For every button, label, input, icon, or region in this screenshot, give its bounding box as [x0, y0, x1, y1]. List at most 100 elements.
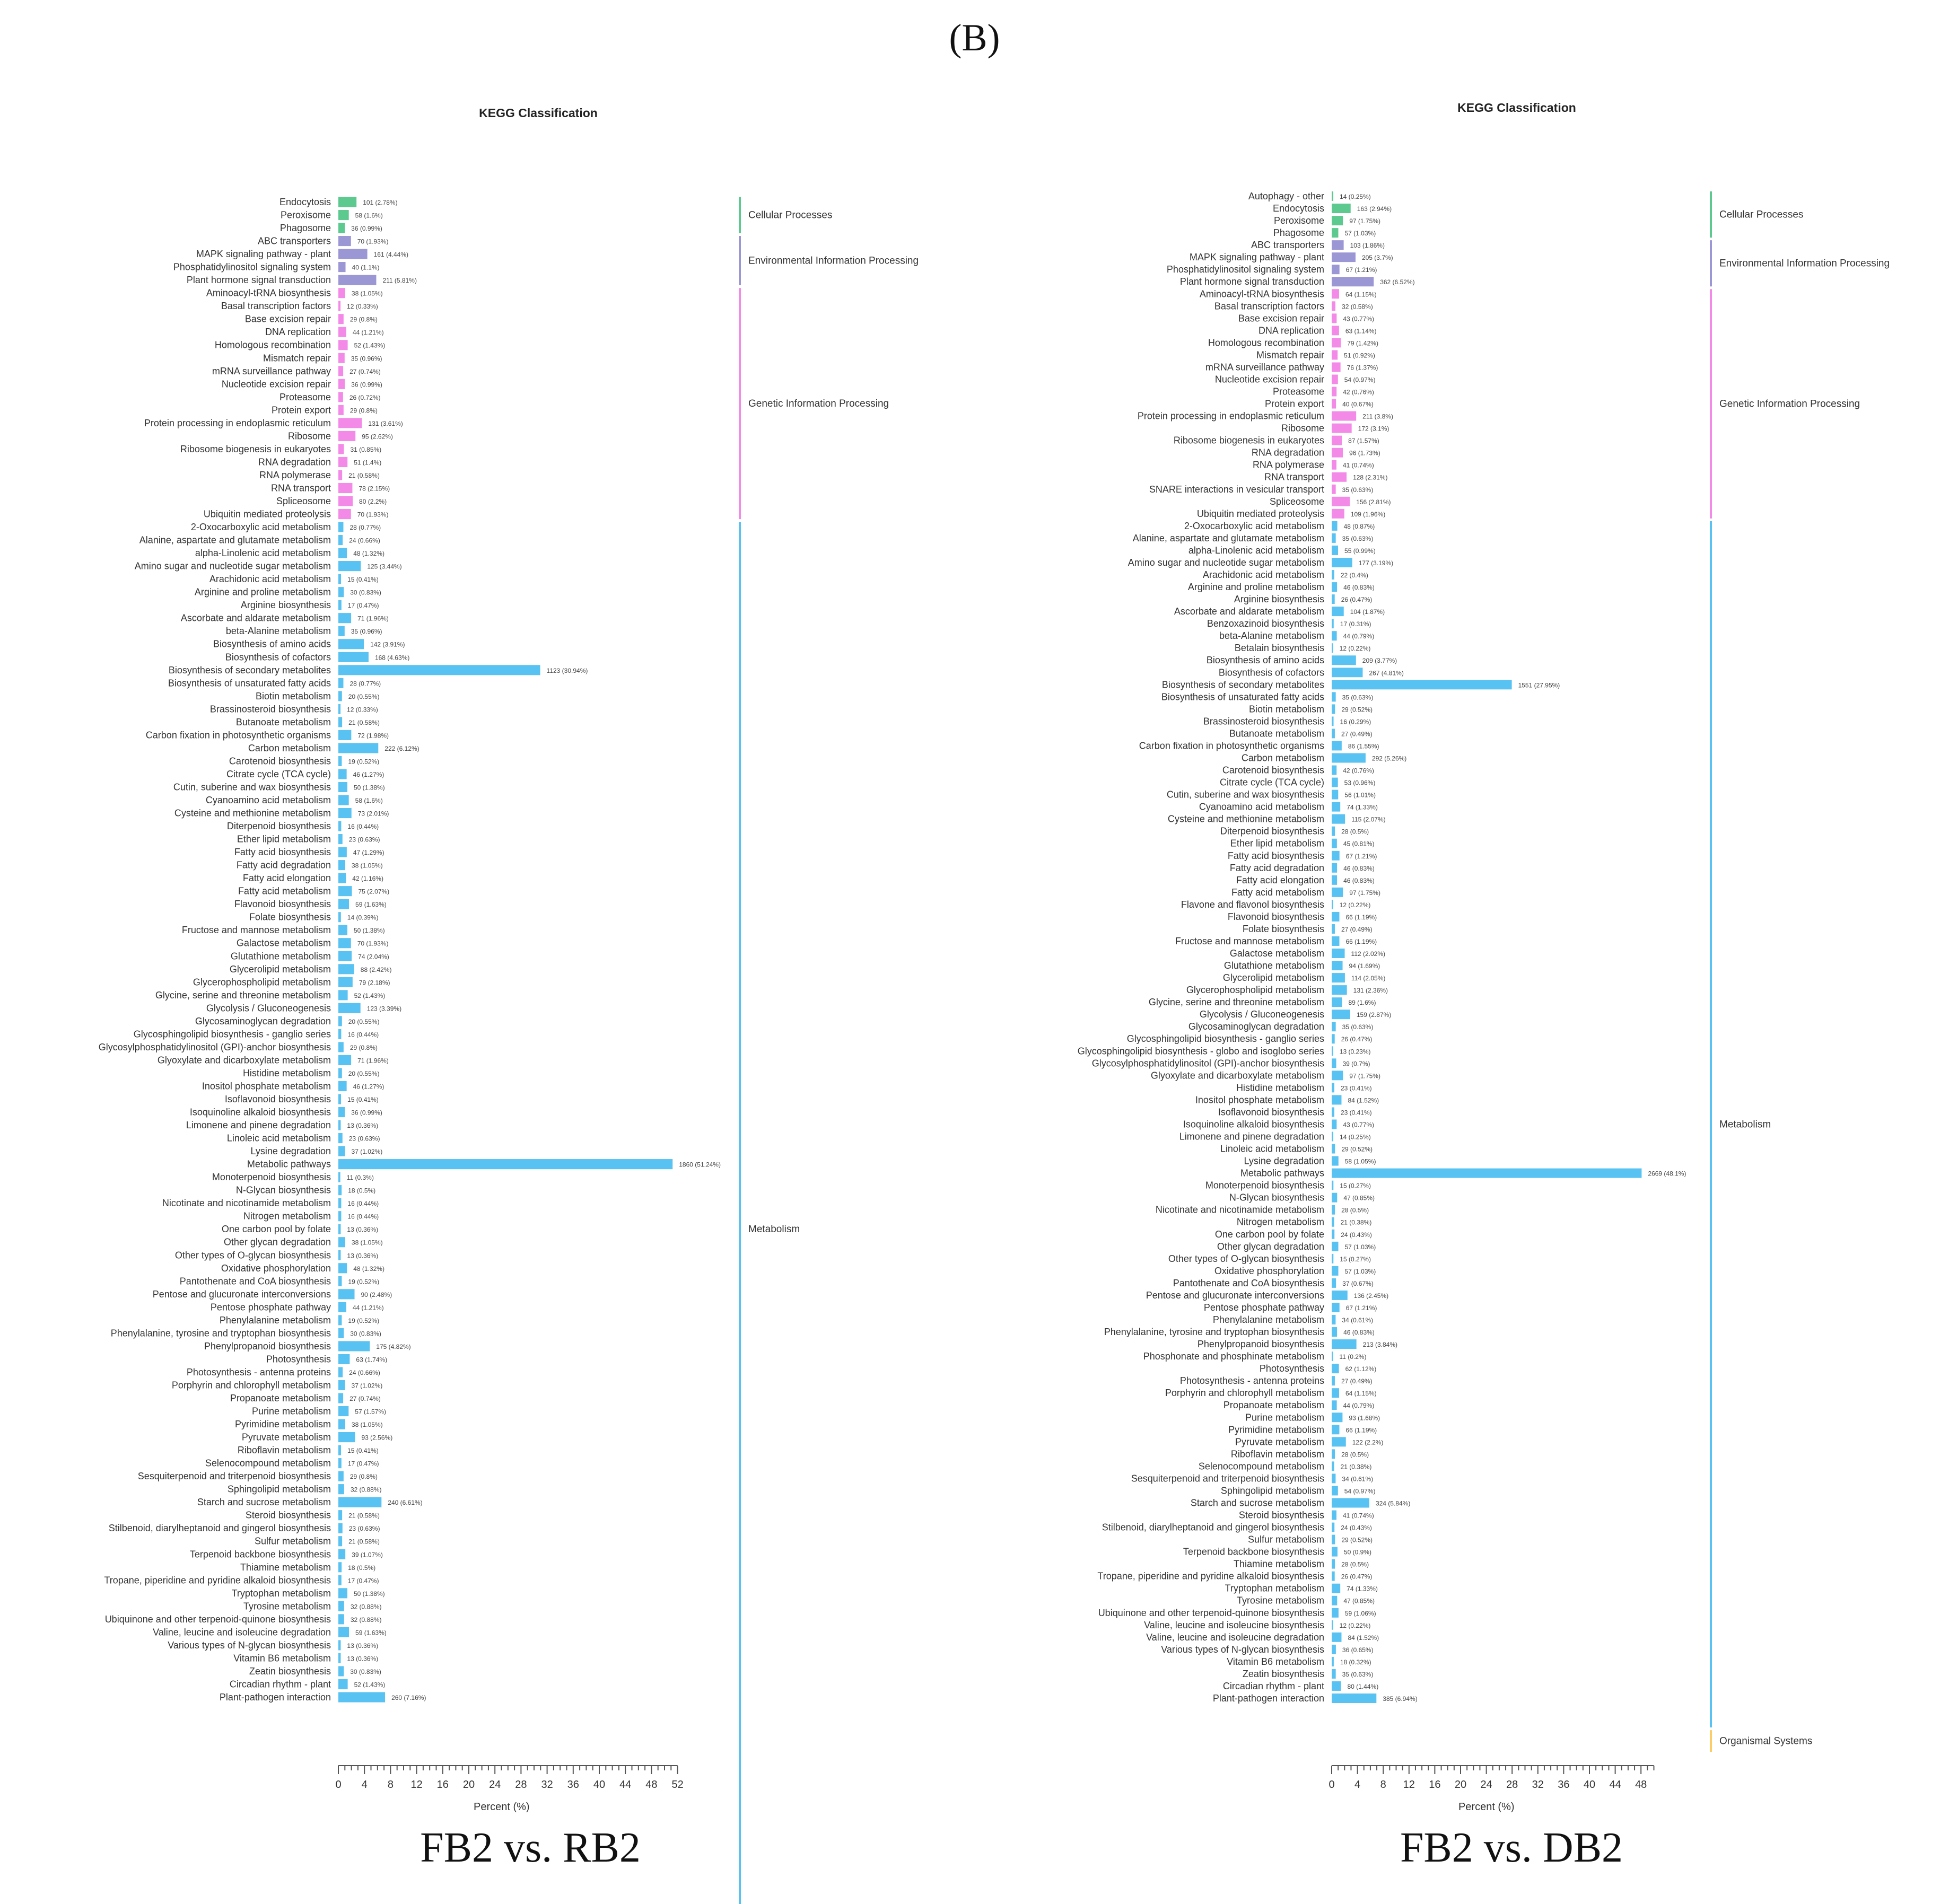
category-label: Circadian rhythm - plant	[230, 1679, 331, 1689]
category-label: RNA degradation	[258, 457, 331, 467]
bar	[338, 1640, 341, 1651]
group-label: Metabolism	[1719, 1119, 1771, 1130]
category-label: Butanoate metabolism	[1229, 728, 1324, 739]
value-label: 94 (1.69%)	[1349, 962, 1380, 970]
value-label: 46 (0.83%)	[1343, 865, 1375, 872]
value-label: 46 (0.83%)	[1343, 877, 1375, 884]
bar	[1332, 484, 1336, 494]
value-label: 37 (1.02%)	[352, 1382, 383, 1389]
value-label: 93 (1.68%)	[1349, 1414, 1380, 1422]
category-label: Monoterpenoid biosynthesis	[1205, 1180, 1324, 1191]
value-label: 64 (1.15%)	[1345, 291, 1377, 298]
value-label: 57 (1.03%)	[1345, 1243, 1376, 1251]
bar	[1332, 826, 1335, 836]
category-label: Photosynthesis - antenna proteins	[1180, 1375, 1324, 1386]
bar	[1332, 1339, 1357, 1349]
category-label: Basal transcription factors	[221, 301, 331, 311]
category-label: Arginine biosynthesis	[241, 600, 331, 610]
bar	[1332, 1547, 1338, 1557]
category-label: Phagosome	[280, 223, 331, 233]
bar	[1332, 1144, 1335, 1154]
category-label: Cysteine and methionine metabolism	[174, 808, 331, 819]
category-label: Glycerolipid metabolism	[230, 964, 331, 975]
bar	[1332, 936, 1340, 946]
bar	[338, 1159, 673, 1170]
value-label: 13 (0.23%)	[1340, 1048, 1371, 1055]
category-label: Galactose metabolism	[237, 938, 331, 949]
category-label: Valine, leucine and isoleucine degradati…	[153, 1627, 331, 1637]
category-label: Glycerophospholipid metabolism	[193, 977, 331, 987]
value-label: 58 (1.6%)	[355, 797, 383, 804]
bar	[338, 1445, 342, 1455]
bar	[1332, 973, 1345, 983]
value-label: 17 (0.47%)	[348, 1460, 379, 1468]
value-label: 31 (0.85%)	[350, 446, 381, 453]
category-label: Isoquinoline alkaloid biosynthesis	[1183, 1119, 1324, 1129]
category-label: Amino sugar and nucleotide sugar metabol…	[1128, 557, 1324, 568]
category-label: Riboflavin metabolism	[238, 1445, 331, 1455]
category-label: Base excision repair	[1238, 313, 1324, 323]
bar	[338, 821, 342, 831]
value-label: 57 (1.57%)	[355, 1408, 386, 1416]
category-label: Nicotinate and nicotinamide metabolism	[1156, 1205, 1324, 1215]
value-label: 163 (2.94%)	[1357, 205, 1392, 213]
value-label: 13 (0.36%)	[347, 1122, 378, 1129]
category-label: One carbon pool by folate	[1215, 1229, 1324, 1240]
bar	[338, 665, 540, 675]
value-label: 18 (0.5%)	[348, 1564, 375, 1572]
category-label: Circadian rhythm - plant	[1223, 1681, 1324, 1691]
value-label: 74 (1.33%)	[1347, 1585, 1378, 1593]
value-label: 17 (0.47%)	[348, 602, 379, 609]
value-label: 84 (1.52%)	[1348, 1634, 1379, 1642]
category-label: DNA replication	[1258, 325, 1324, 336]
category-label: Endocytosis	[279, 197, 331, 207]
category-label: Isoflavonoid biosynthesis	[1218, 1107, 1324, 1117]
x-axis-label: Percent (%)	[474, 1801, 530, 1813]
category-label: Phenylalanine metabolism	[1213, 1314, 1324, 1325]
value-label: 50 (1.38%)	[354, 1590, 385, 1598]
value-label: 177 (3.19%)	[1359, 559, 1393, 567]
value-label: 37 (1.02%)	[352, 1148, 383, 1155]
bar	[1332, 216, 1343, 226]
value-label: 89 (1.6%)	[1348, 999, 1376, 1006]
value-label: 97 (1.75%)	[1349, 889, 1380, 897]
category-label: Spliceosome	[1270, 496, 1324, 507]
category-label: Photosynthesis	[1260, 1363, 1324, 1374]
bar	[338, 405, 344, 415]
category-label: Folate biosynthesis	[1243, 924, 1324, 934]
bar	[338, 366, 344, 376]
bar	[1332, 1534, 1335, 1545]
bar	[338, 1601, 344, 1611]
value-label: 44 (0.79%)	[1343, 1402, 1375, 1409]
value-label: 58 (1.05%)	[1345, 1158, 1376, 1165]
bar	[1332, 1253, 1334, 1264]
value-label: 44 (1.21%)	[353, 1304, 384, 1311]
value-label: 28 (0.5%)	[1341, 1451, 1369, 1458]
value-label: 38 (1.05%)	[352, 1239, 383, 1247]
bar	[338, 1523, 343, 1533]
bar	[338, 1380, 345, 1391]
category-label: Various types of N-glycan biosynthesis	[1161, 1644, 1324, 1655]
kegg-chart-left: KEGG Classification Endocytosis 101 (2.78%…	[99, 106, 919, 1904]
category-label: Sphingolipid metabolism	[228, 1484, 331, 1495]
bar	[338, 1289, 355, 1300]
bar	[338, 678, 344, 688]
category-label: Protein export	[272, 405, 331, 415]
value-label: 88 (2.42%)	[361, 966, 392, 973]
value-label: 23 (0.63%)	[349, 1525, 380, 1532]
value-label: 36 (0.99%)	[351, 225, 382, 232]
category-label: Vitamin B6 metabolism	[233, 1653, 331, 1663]
panel-label: (B)	[949, 16, 1000, 59]
category-label: Terpenoid backbone biosynthesis	[190, 1549, 331, 1559]
value-label: 35 (0.63%)	[1342, 486, 1374, 494]
value-label: 79 (2.18%)	[359, 979, 390, 986]
bar	[1332, 1168, 1642, 1178]
bar	[338, 1107, 345, 1118]
value-label: 21 (0.58%)	[348, 472, 380, 479]
value-label: 66 (1.19%)	[1345, 1426, 1377, 1434]
value-label: 90 (2.48%)	[361, 1291, 392, 1298]
value-label: 16 (0.44%)	[347, 823, 379, 830]
bar	[338, 288, 345, 299]
bar	[1332, 802, 1341, 812]
bar	[1332, 1632, 1342, 1642]
